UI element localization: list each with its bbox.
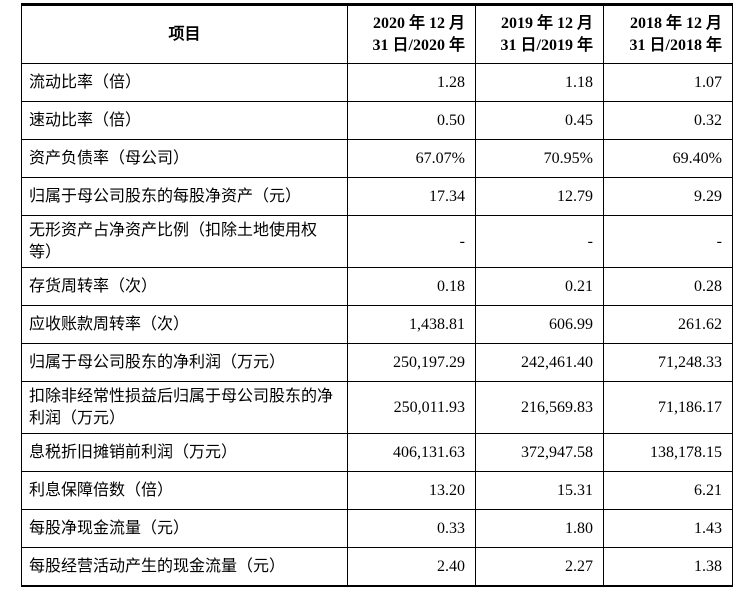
cell-value: 1.38 xyxy=(603,547,733,587)
cell-value: 0.18 xyxy=(347,267,476,306)
cell-value: 17.34 xyxy=(347,177,476,216)
row-label: 息税折旧摊销前利润（万元） xyxy=(21,433,348,472)
cell-value: 71,248.33 xyxy=(603,343,733,382)
cell-value: 216,569.83 xyxy=(475,381,604,434)
row-label: 应收账款周转率（次） xyxy=(21,305,348,344)
row-label: 归属于母公司股东的每股净资产（元） xyxy=(21,177,348,216)
cell-value: 9.29 xyxy=(603,177,733,216)
financial-indicators-table: 项目 2020 年 12 月 31 日/2020 年 2019 年 12 月 31 … xyxy=(21,3,733,587)
cell-value: - xyxy=(475,215,604,268)
row-label: 利息保障倍数（倍） xyxy=(21,471,348,510)
cell-value: 67.07% xyxy=(347,139,476,178)
table-row: 息税折旧摊销前利润（万元） 406,131.63 372,947.58 138,178… xyxy=(21,433,733,472)
cell-value: 0.28 xyxy=(603,267,733,306)
table-row: 流动比率（倍） 1.28 1.18 1.07 xyxy=(21,63,733,102)
header-2019: 2019 年 12 月 31 日/2019 年 xyxy=(475,3,604,64)
cell-value: 606.99 xyxy=(475,305,604,344)
header-row: 项目 2020 年 12 月 31 日/2020 年 2019 年 12 月 31 … xyxy=(21,3,733,64)
cell-value: 71,186.17 xyxy=(603,381,733,434)
table-row: 扣除非经常性损益后归属于母公司股东的净利润（万元） 250,011.93 216,5… xyxy=(21,381,733,434)
cell-value: 1.07 xyxy=(603,63,733,102)
table-row: 每股经营活动产生的现金流量（元） 2.40 2.27 1.38 xyxy=(21,547,733,587)
cell-value: 1.43 xyxy=(603,509,733,548)
cell-value: 242,461.40 xyxy=(475,343,604,382)
cell-value: 250,011.93 xyxy=(347,381,476,434)
cell-value: 250,197.29 xyxy=(347,343,476,382)
row-label: 无形资产占净资产比例（扣除土地使用权等） xyxy=(21,215,348,268)
table-row: 无形资产占净资产比例（扣除土地使用权等） - - - xyxy=(21,215,733,268)
cell-value: 138,178.15 xyxy=(603,433,733,472)
cell-value: 0.45 xyxy=(475,101,604,140)
cell-value: 1.80 xyxy=(475,509,604,548)
table-row: 每股净现金流量（元） 0.33 1.80 1.43 xyxy=(21,509,733,548)
cell-value: 1.18 xyxy=(475,63,604,102)
header-item: 项目 xyxy=(21,3,348,64)
table-row: 归属于母公司股东的每股净资产（元） 17.34 12.79 9.29 xyxy=(21,177,733,216)
cell-value: 69.40% xyxy=(603,139,733,178)
table-row: 利息保障倍数（倍） 13.20 15.31 6.21 xyxy=(21,471,733,510)
table-row: 资产负债率（母公司） 67.07% 70.95% 69.40% xyxy=(21,139,733,178)
row-label: 速动比率（倍） xyxy=(21,101,348,140)
cell-value: 261.62 xyxy=(603,305,733,344)
table-row: 应收账款周转率（次） 1,438.81 606.99 261.62 xyxy=(21,305,733,344)
table-row: 存货周转率（次） 0.18 0.21 0.28 xyxy=(21,267,733,306)
row-label: 存货周转率（次） xyxy=(21,267,348,306)
row-label: 每股经营活动产生的现金流量（元） xyxy=(21,547,348,587)
cell-value: 12.79 xyxy=(475,177,604,216)
cell-value: 372,947.58 xyxy=(475,433,604,472)
cell-value: 0.33 xyxy=(347,509,476,548)
cell-value: - xyxy=(603,215,733,268)
row-label: 资产负债率（母公司） xyxy=(21,139,348,178)
row-label: 归属于母公司股东的净利润（万元） xyxy=(21,343,348,382)
header-2018: 2018 年 12 月 31 日/2018 年 xyxy=(603,3,733,64)
cell-value: 0.32 xyxy=(603,101,733,140)
cell-value: 406,131.63 xyxy=(347,433,476,472)
table-row: 归属于母公司股东的净利润（万元） 250,197.29 242,461.40 71,2… xyxy=(21,343,733,382)
cell-value: 2.40 xyxy=(347,547,476,587)
cell-value: 13.20 xyxy=(347,471,476,510)
cell-value: 2.27 xyxy=(475,547,604,587)
row-label: 流动比率（倍） xyxy=(21,63,348,102)
row-label: 扣除非经常性损益后归属于母公司股东的净利润（万元） xyxy=(21,381,348,434)
header-2020: 2020 年 12 月 31 日/2020 年 xyxy=(347,3,476,64)
cell-value: 6.21 xyxy=(603,471,733,510)
cell-value: 0.21 xyxy=(475,267,604,306)
cell-value: - xyxy=(347,215,476,268)
cell-value: 70.95% xyxy=(475,139,604,178)
table-row: 速动比率（倍） 0.50 0.45 0.32 xyxy=(21,101,733,140)
cell-value: 0.50 xyxy=(347,101,476,140)
cell-value: 15.31 xyxy=(475,471,604,510)
row-label: 每股净现金流量（元） xyxy=(21,509,348,548)
cell-value: 1.28 xyxy=(347,63,476,102)
cell-value: 1,438.81 xyxy=(347,305,476,344)
